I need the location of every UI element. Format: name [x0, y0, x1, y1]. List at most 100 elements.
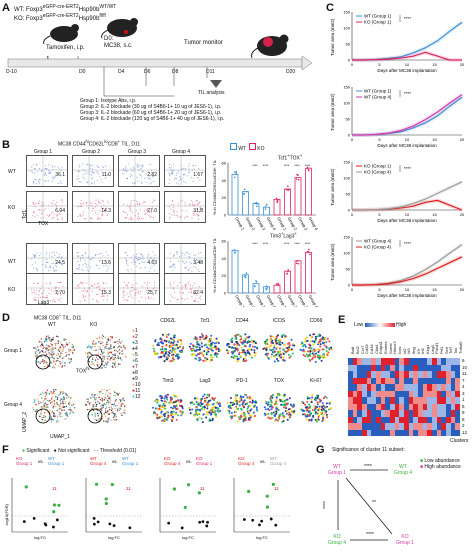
heat-cell: [427, 364, 433, 372]
heat-cell: [455, 416, 461, 424]
marker-label: Ki-67: [310, 378, 322, 384]
heat-cell: [404, 403, 409, 411]
c-y-tick: 50: [346, 117, 351, 122]
panel-a: A WT: Foxp3eGFP-cre-ERT2Hsp90bWT/WT KO: …: [0, 0, 320, 135]
heat-cell: [390, 384, 395, 391]
bar: [231, 174, 239, 216]
umap-group1-label: Group 1: [4, 348, 23, 354]
c-x-tick: 5: [378, 137, 381, 142]
heat-cell: [366, 377, 372, 385]
f-x-label: log FC: [108, 535, 120, 540]
heat-cell: [413, 384, 419, 391]
heat-cell: [394, 416, 400, 424]
node-ko-group4: KO Group 4: [328, 534, 347, 546]
heat-cell: [366, 384, 372, 391]
heat-cell: [357, 358, 363, 365]
heat-cell: [376, 403, 381, 411]
marker-umap: Lag3: [187, 378, 223, 436]
heat-cell: [413, 397, 419, 404]
facs-tim3-lag3-cell: 13.5: [72, 243, 114, 275]
d0-label: D0: MC38, s.c.: [104, 36, 133, 49]
heat-cell: [413, 429, 419, 437]
c-legend-item: WT (Group 4): [364, 95, 392, 100]
f-cluster-label: 11: [126, 486, 131, 491]
heat-row-label: 7: [462, 377, 465, 383]
heat-cell: [348, 397, 353, 404]
c-x-tick: 5: [378, 62, 381, 67]
heat-cell: [436, 384, 442, 391]
bar-x-label: Group 4: [266, 294, 278, 307]
heat-cell: [352, 371, 358, 378]
f-comparison-b: KO: [196, 456, 203, 461]
heat-cell: [427, 377, 433, 385]
heat-cell: [436, 364, 442, 372]
heat-cell: [404, 410, 409, 417]
heat-cell: [385, 364, 391, 372]
heat-cell: [371, 364, 377, 372]
heat-cell: [362, 403, 367, 411]
bar-x-label: Group 1: [234, 294, 246, 307]
heat-cell: [446, 358, 451, 365]
c-x-label: Days after MC38 implantation: [377, 293, 437, 298]
heat-cell: [366, 403, 372, 411]
heat-cell: [390, 397, 395, 404]
c-x-tick: 10: [405, 212, 410, 217]
heat-cell: [380, 384, 386, 391]
heat-cell: [399, 403, 405, 411]
c-x-tick: 15: [432, 287, 437, 292]
panel-f: F ● Significant ● Not significant - - Th…: [0, 444, 306, 555]
f-comparison-a-group: Group 4: [164, 461, 181, 466]
heat-cell: [427, 390, 433, 398]
heat-cell: [380, 358, 386, 365]
c-legend-item: KO (Group 1): [364, 20, 392, 25]
heat-cell: [422, 384, 428, 391]
heat-cell: [399, 377, 405, 385]
heat-cell: [446, 403, 451, 411]
row-label-wt-1: WT: [8, 169, 16, 175]
f-comparison-b-group: Group 1: [196, 461, 213, 466]
heat-cell: [432, 403, 437, 411]
gene-labels: Batf Bcl2 Ccr7 Cd28 Cd44 Ctla4 Entpd1 Eomes Gzmb…: [348, 328, 463, 356]
heat-cell: [357, 429, 363, 437]
tumor-monitor-label: Tumor monitor: [184, 40, 223, 46]
heat-cell: [394, 410, 400, 417]
significance-mark: ****: [284, 242, 290, 246]
heat-cell: [371, 410, 377, 417]
heatmap: [348, 358, 461, 437]
cluster-legend-item: ●8: [132, 370, 138, 376]
heat-cell: [348, 410, 353, 417]
bar-y-tick: 0: [224, 291, 227, 296]
gate-percentage: 36.1: [55, 172, 65, 178]
c-significance: ****: [404, 16, 411, 21]
heat-cell: [408, 371, 414, 378]
c-x-tick: 20: [460, 212, 465, 217]
heat-cell: [450, 410, 456, 417]
bar: [242, 191, 249, 216]
heat-cell: [385, 410, 391, 417]
significance-diagram: [337, 469, 393, 541]
heat-row-label: 8: [462, 416, 465, 422]
facs-tim3-lag3-cell: 32.4: [164, 273, 206, 305]
bar: [242, 274, 249, 294]
legend-high-abundance: High abundance: [424, 464, 461, 470]
panel-b: B MC38 CD44hiCD62LloCD8+ TIL, D11 Group …: [0, 137, 320, 307]
heat-cell: [450, 397, 456, 404]
heat-cell: [441, 371, 447, 378]
heat-cell: [450, 358, 456, 365]
heat-cell: [357, 390, 363, 398]
heat-row-label: 9: [462, 410, 465, 415]
heat-cell: [362, 410, 367, 417]
facs-header-group-2: Group 2: [82, 149, 101, 155]
tick-d6: D6: [144, 69, 151, 75]
heat-cell: [427, 410, 433, 417]
gate-percentage: 11.0: [101, 172, 111, 178]
heat-cell: [404, 423, 409, 430]
cluster-legend-item: ●7: [132, 364, 138, 370]
facs-tcf1-tox-cell: 6.04: [26, 191, 68, 223]
heat-cell: [371, 397, 377, 404]
gene-label: Tnfrsf9: [457, 341, 463, 354]
heat-cell: [408, 390, 414, 398]
heat-xlabel: Clusters: [450, 438, 469, 444]
umap-scatter: [32, 334, 127, 424]
